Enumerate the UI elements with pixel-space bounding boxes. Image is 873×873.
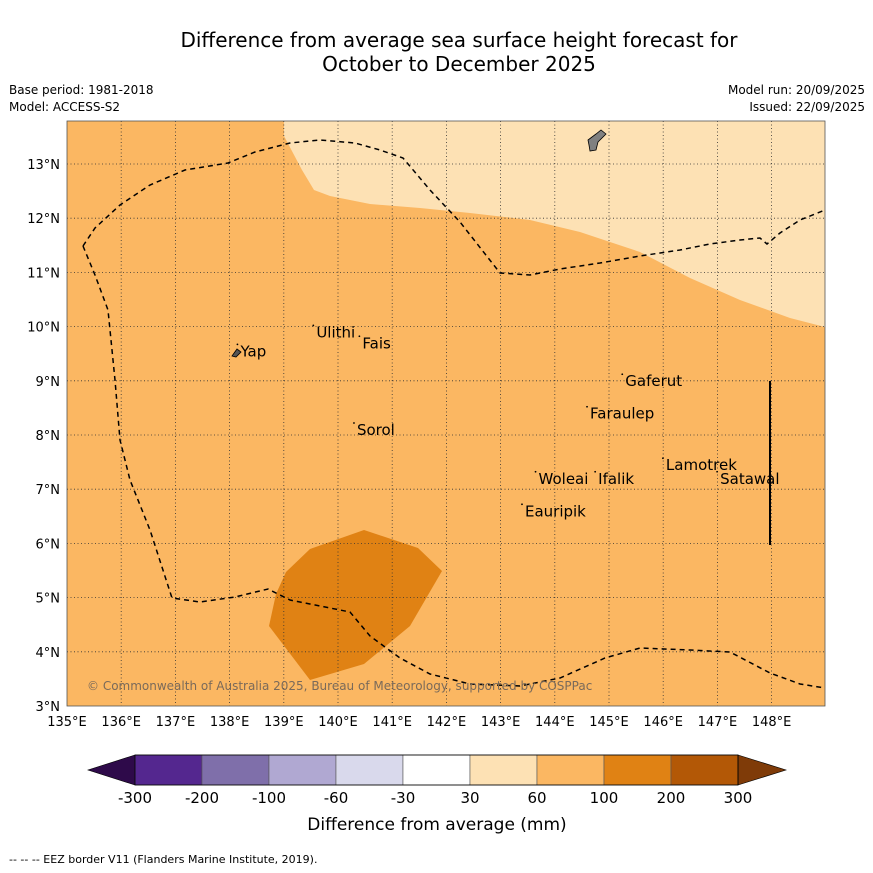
colorbar-tick-label: -30 bbox=[391, 789, 416, 807]
island-label-satawal: Satawal bbox=[720, 470, 779, 488]
lon-tick-label: 138°E bbox=[210, 715, 250, 730]
lon-tick-label: 143°E bbox=[481, 715, 521, 730]
lat-tick-label: 4°N bbox=[36, 646, 61, 661]
island-label-fais: Fais bbox=[362, 334, 391, 352]
eez-border bbox=[82, 139, 825, 276]
lon-tick-label: 144°E bbox=[535, 715, 575, 730]
copyright-notice: © Commonwealth of Australia 2025, Bureau… bbox=[87, 679, 592, 693]
colorbar-segment bbox=[603, 754, 672, 786]
island-marker bbox=[716, 470, 719, 473]
lon-tick-label: 137°E bbox=[156, 715, 196, 730]
colorbar-tick-label: 300 bbox=[724, 789, 753, 807]
colorbar-segment bbox=[402, 754, 471, 786]
colorbar-tick-label: 200 bbox=[657, 789, 686, 807]
title-line-1: Difference from average sea surface heig… bbox=[180, 28, 738, 52]
colorbar-tick-label: -200 bbox=[185, 789, 219, 807]
lon-tick-label: 142°E bbox=[427, 715, 467, 730]
island-marker bbox=[662, 457, 664, 460]
island-marker bbox=[594, 470, 597, 473]
colorbar-segment bbox=[201, 754, 270, 786]
lat-tick-label: 6°N bbox=[36, 537, 61, 552]
lat-tick-label: 3°N bbox=[36, 700, 61, 715]
lon-tick-label: 141°E bbox=[372, 715, 412, 730]
eez-legend-note: -- -- -- EEZ border V11 (Flanders Marine… bbox=[9, 853, 318, 866]
lat-tick-label: 13°N bbox=[27, 158, 60, 173]
island-label-woleai: Woleai bbox=[539, 470, 589, 488]
island-label-faraulep: Faraulep bbox=[590, 405, 654, 423]
graticule bbox=[67, 121, 825, 706]
lon-tick-label: 147°E bbox=[698, 715, 738, 730]
colorbar-tick-label: 100 bbox=[590, 789, 619, 807]
colorbar-segment bbox=[670, 754, 739, 786]
island-label-yap: Yap bbox=[239, 342, 266, 360]
lat-tick-label: 10°N bbox=[27, 321, 60, 336]
colorbar-segment bbox=[134, 754, 203, 786]
title-line-2: October to December 2025 bbox=[322, 52, 596, 76]
eez-border-south bbox=[82, 245, 825, 689]
island-marker bbox=[621, 373, 624, 376]
island-marker bbox=[358, 335, 361, 338]
island-marker bbox=[534, 470, 537, 473]
island-marker bbox=[353, 422, 355, 424]
yap-landmass bbox=[231, 348, 242, 358]
colorbar-label: Difference from average (mm) bbox=[307, 815, 566, 835]
lat-tick-label: 9°N bbox=[36, 375, 61, 390]
colorbar-tick-label: 60 bbox=[527, 789, 546, 807]
island-marker bbox=[521, 503, 523, 506]
lat-tick-label: 12°N bbox=[27, 212, 60, 227]
colorbar-segment bbox=[536, 754, 605, 786]
colorbar-segment bbox=[469, 754, 538, 786]
lat-tick-label: 5°N bbox=[36, 592, 61, 607]
colorbar-tick-label: -300 bbox=[118, 789, 152, 807]
lon-tick-label: 145°E bbox=[589, 715, 629, 730]
lat-tick-label: 8°N bbox=[36, 429, 61, 444]
model-name: Model: ACCESS-S2 bbox=[9, 100, 121, 114]
island-label-gaferut: Gaferut bbox=[625, 372, 682, 390]
colorbar bbox=[87, 754, 788, 786]
colorbar-tick-label: -60 bbox=[324, 789, 349, 807]
colorbar-tick-label: 30 bbox=[460, 789, 479, 807]
lat-tick-label: 11°N bbox=[27, 266, 60, 281]
anomaly-band-100-200 bbox=[269, 530, 442, 680]
island-marker bbox=[586, 405, 588, 408]
issued-date: Issued: 22/09/2025 bbox=[749, 100, 865, 114]
lon-tick-label: 148°E bbox=[752, 715, 792, 730]
lon-tick-label: 146°E bbox=[643, 715, 683, 730]
island-label-eauripik: Eauripik bbox=[525, 502, 586, 520]
colorbar-extend-low bbox=[87, 754, 136, 786]
island-label-ulithi: Ulithi bbox=[316, 323, 355, 341]
anomaly-band-30-60 bbox=[284, 121, 825, 327]
island-label-ifalik: Ifalik bbox=[598, 470, 634, 488]
lon-tick-label: 135°E bbox=[47, 715, 87, 730]
lon-tick-label: 136°E bbox=[101, 715, 141, 730]
base-period: Base period: 1981-2018 bbox=[9, 83, 154, 97]
island-marker bbox=[236, 343, 239, 346]
forecast-map: Yap Ulithi Fais Sorol Gaferut Faraulep Woleai I… bbox=[27, 120, 826, 835]
lon-tick-label: 140°E bbox=[318, 715, 358, 730]
island-marker bbox=[312, 324, 315, 327]
island-label-sorol: Sorol bbox=[357, 421, 395, 439]
guam-landmass bbox=[587, 129, 607, 152]
colorbar-segment bbox=[335, 754, 404, 786]
colorbar-tick-label: -100 bbox=[252, 789, 286, 807]
map-frame bbox=[66, 120, 826, 707]
colorbar-extend-high bbox=[737, 754, 788, 786]
model-run: Model run: 20/09/2025 bbox=[727, 83, 865, 97]
island-label-lamotrek: Lamotrek bbox=[666, 456, 737, 474]
lat-tick-label: 7°N bbox=[36, 483, 61, 498]
colorbar-segment bbox=[268, 754, 337, 786]
lon-tick-label: 139°E bbox=[264, 715, 304, 730]
